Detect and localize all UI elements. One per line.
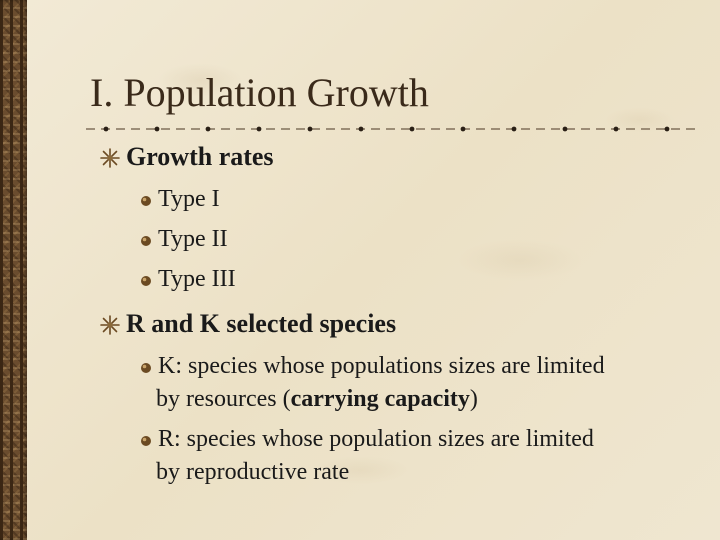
- star-bullet-icon: [100, 148, 120, 168]
- subbullet-text-line1: K: species whose populations sizes are l…: [158, 353, 605, 379]
- bullet-text: R and K selected species: [126, 309, 397, 338]
- divider-dot: [103, 126, 109, 132]
- slide-title: I. Population Growth: [90, 70, 429, 115]
- divider-dot: [256, 126, 262, 132]
- divider-dot: [154, 126, 160, 132]
- divider-dot: [409, 126, 415, 132]
- wood-sidebar: [0, 0, 27, 540]
- dotted-divider-icon: [86, 126, 698, 132]
- star-bullet-icon: [100, 315, 120, 335]
- carrying-capacity-term: carrying capacity: [290, 386, 470, 412]
- dot-bullet-icon: [141, 196, 151, 206]
- subbullet-text-line1: R: species whose population sizes are li…: [158, 426, 594, 452]
- divider-dot: [205, 126, 211, 132]
- subbullet-text: Type III: [158, 266, 236, 292]
- dot-bullet-icon: [141, 436, 151, 446]
- divider-dot: [307, 126, 313, 132]
- divider-dot: [460, 126, 466, 132]
- dot-bullet-icon: [141, 276, 151, 286]
- subbullet-r-species: R: species whose population sizes are li…: [138, 423, 698, 489]
- dot-bullet-icon: [141, 363, 151, 373]
- subbullet-type-1: Type I: [138, 183, 698, 216]
- divider-dot: [358, 126, 364, 132]
- subbullet-text: Type I: [158, 186, 220, 212]
- text-segment: by resources (: [156, 386, 291, 412]
- subbullet-text-line2: by resources (carrying capacity): [138, 383, 698, 416]
- subbullet-text-line2: by reproductive rate: [156, 459, 350, 485]
- subbullet-type-3: Type III: [138, 263, 698, 296]
- divider-dot: [613, 126, 619, 132]
- divider-dot: [562, 126, 568, 132]
- subbullet-text: Type II: [158, 226, 228, 252]
- subbullet-type-2: Type II: [138, 223, 698, 256]
- bullet-text: Growth rates: [126, 142, 274, 171]
- subbullet-k-species: K: species whose populations sizes are l…: [138, 350, 698, 416]
- divider-dot: [511, 126, 517, 132]
- dot-bullet-icon: [141, 236, 151, 246]
- divider-dot: [664, 126, 670, 132]
- text-segment: ): [469, 386, 478, 412]
